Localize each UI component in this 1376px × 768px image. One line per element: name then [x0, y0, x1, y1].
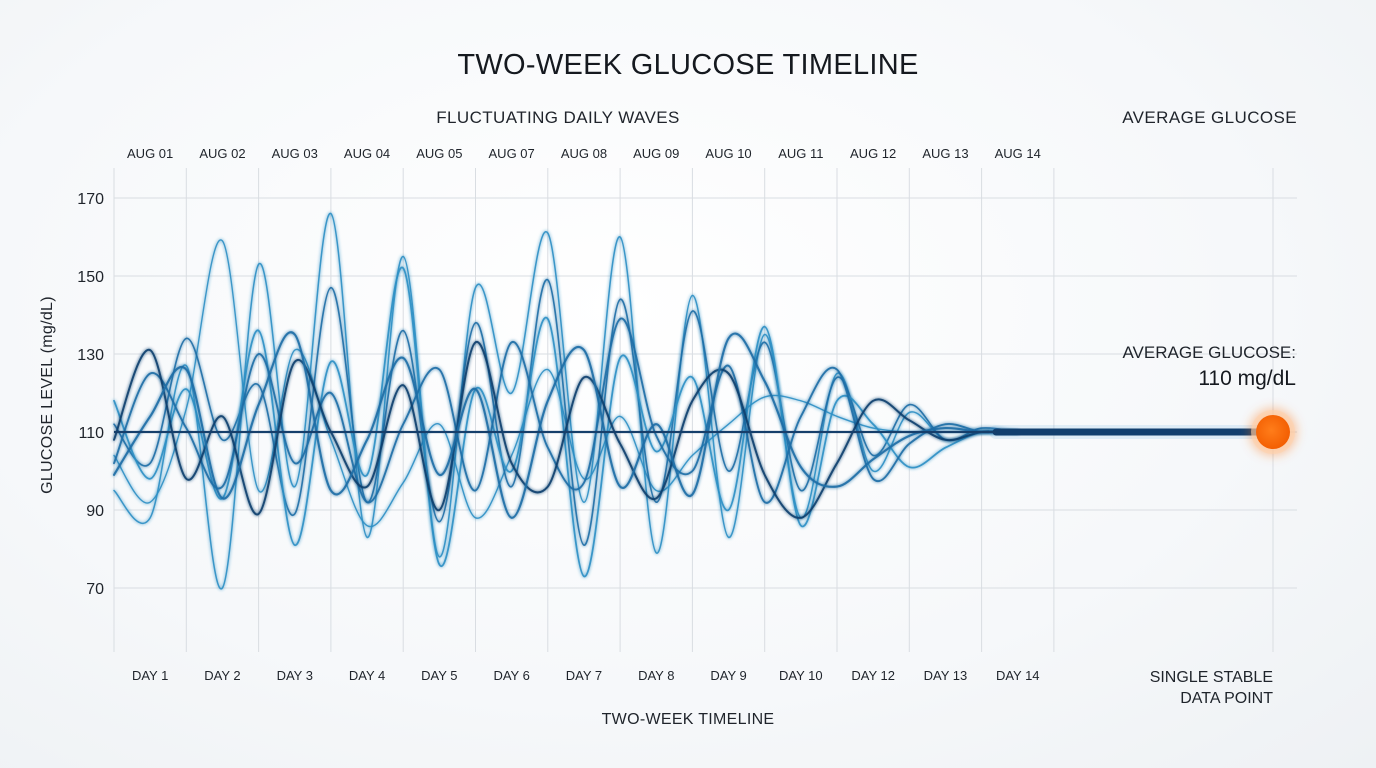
bottom-tick-label: DAY 4 — [349, 668, 385, 683]
top-tick-label: AUG 03 — [272, 146, 318, 161]
top-tick-label: AUG 08 — [561, 146, 607, 161]
bottom-tick-label: DAY 2 — [204, 668, 240, 683]
endpoint-label-line-2: DATA POINT — [1180, 690, 1273, 707]
top-tick-label: AUG 05 — [416, 146, 462, 161]
bottom-tick-label: DAY 1 — [132, 668, 168, 683]
top-tick-label: AUG 09 — [633, 146, 679, 161]
top-tick-label: AUG 07 — [489, 146, 535, 161]
top-tick-label: AUG 13 — [922, 146, 968, 161]
daily-waves — [112, 212, 1019, 590]
bottom-tick-label: DAY 12 — [851, 668, 895, 683]
y-tick-label: 110 — [78, 425, 104, 442]
y-tick-label: 90 — [86, 503, 104, 520]
top-date-ticks: AUG 01 AUG 02 AUG 03 AUG 04 AUG 05 AUG 07 AUG … — [127, 146, 1041, 161]
bottom-tick-label: DAY 14 — [996, 668, 1040, 683]
bottom-tick-label: DAY 10 — [779, 668, 823, 683]
endpoint-label-line-1: SINGLE STABLE — [1150, 669, 1273, 686]
bottom-tick-label: DAY 13 — [924, 668, 968, 683]
top-tick-label: AUG 12 — [850, 146, 896, 161]
bottom-tick-label: DAY 8 — [638, 668, 674, 683]
y-tick-label: 150 — [77, 269, 104, 286]
wave-series — [113, 239, 1019, 528]
subtitle-waves: FLUCTUATING DAILY WAVES — [436, 108, 679, 127]
horizontal-gridlines — [114, 197, 1297, 589]
bottom-day-ticks: DAY 1 DAY 2 DAY 3 DAY 4 DAY 5 DAY 6 DAY 7 DAY 8… — [132, 668, 1040, 683]
top-tick-label: AUG 11 — [778, 146, 823, 161]
x-axis-label: TWO-WEEK TIMELINE — [602, 711, 775, 728]
average-annotation-label: AVERAGE GLUCOSE: — [1122, 343, 1296, 362]
y-tick-label: 70 — [86, 581, 104, 598]
subtitle-average: AVERAGE GLUCOSE — [1122, 108, 1297, 127]
wave-series — [113, 341, 1019, 519]
average-annotation-value: 110 mg/dL — [1198, 367, 1296, 390]
y-tick-label: 130 — [77, 347, 104, 364]
chart-title: TWO-WEEK GLUCOSE TIMELINE — [457, 49, 918, 81]
y-tick-label: 170 — [77, 191, 104, 208]
top-tick-label: AUG 01 — [127, 146, 173, 161]
bottom-tick-label: DAY 9 — [710, 668, 746, 683]
vertical-gridlines — [113, 168, 1274, 652]
wave-series — [113, 317, 1019, 504]
bottom-tick-label: DAY 5 — [421, 668, 457, 683]
top-tick-label: AUG 04 — [344, 146, 390, 161]
wave-series — [113, 212, 1019, 590]
endpoint-data-point — [1256, 415, 1290, 449]
bottom-tick-label: DAY 3 — [277, 668, 313, 683]
bottom-tick-label: DAY 6 — [493, 668, 529, 683]
bottom-tick-label: DAY 7 — [566, 668, 602, 683]
y-axis-label: GLUCOSE LEVEL (mg/dL) — [39, 296, 56, 494]
top-tick-label: AUG 02 — [199, 146, 245, 161]
y-axis-ticks: 70 90 110 130 150 170 — [77, 191, 104, 598]
top-tick-label: AUG 14 — [995, 146, 1041, 161]
top-tick-label: AUG 10 — [705, 146, 751, 161]
